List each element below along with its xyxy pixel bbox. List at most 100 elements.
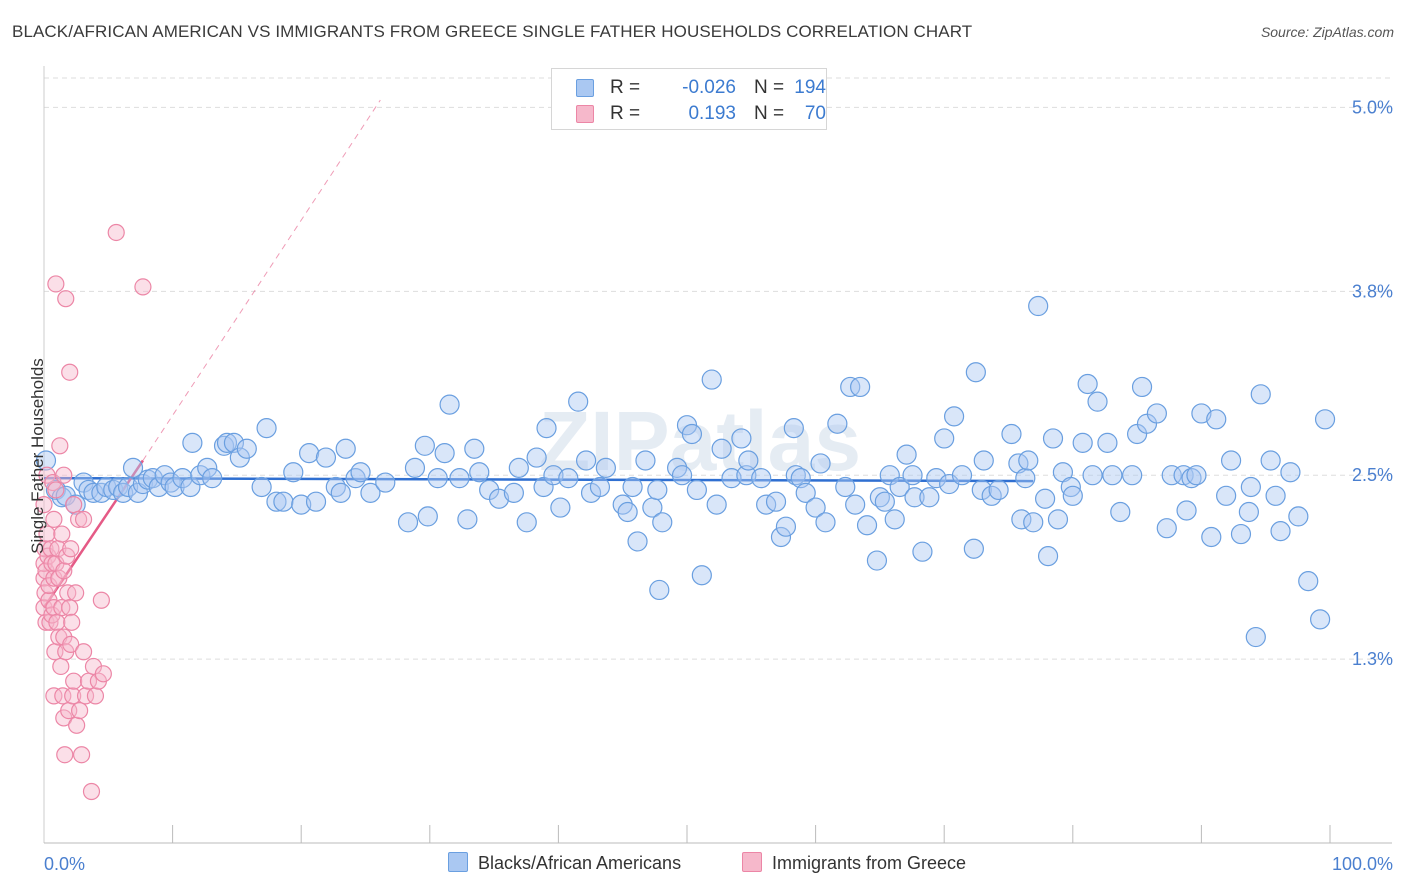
data-point-greece <box>52 657 70 676</box>
data-point-greece <box>65 496 83 514</box>
data-point-blacks <box>299 443 320 464</box>
data-point-blacks <box>1176 500 1197 521</box>
data-point-blacks <box>197 457 218 478</box>
data-point-blacks <box>122 457 144 478</box>
data-point-blacks <box>627 531 648 552</box>
grid-lines <box>44 77 1392 660</box>
data-point-blacks <box>1062 485 1083 506</box>
data-point-blacks <box>1238 501 1259 523</box>
data-point-blacks <box>770 526 792 548</box>
data-point-blacks <box>783 418 804 439</box>
data-point-greece <box>57 290 75 308</box>
data-point-blacks <box>449 468 470 489</box>
data-point-greece <box>107 223 125 242</box>
data-point-greece <box>54 687 72 705</box>
data-point-blacks <box>1245 626 1266 648</box>
data-point-blacks <box>919 487 940 508</box>
bottom-legend-label: Blacks/African Americans <box>478 853 682 873</box>
data-point-greece <box>45 510 63 528</box>
data-point-blacks <box>457 509 478 530</box>
bottom-legend-blacks: Blacks/African Americans <box>448 852 681 874</box>
data-point-blacks <box>543 465 564 486</box>
data-point-blacks <box>866 550 888 571</box>
data-point-blacks <box>236 438 257 459</box>
data-point-blacks <box>691 565 712 586</box>
data-point-blacks <box>1161 465 1182 486</box>
data-point-greece <box>61 599 79 617</box>
y-tick-label: 1.3% <box>1352 649 1393 669</box>
x-tick-label: 100.0% <box>1332 854 1393 874</box>
data-point-greece <box>74 510 93 528</box>
data-point-blacks <box>1240 476 1261 498</box>
data-point-blacks <box>595 457 616 478</box>
legend-r-value: 0.193 <box>688 103 736 124</box>
data-point-blacks <box>439 394 460 415</box>
data-point-blacks <box>635 450 656 471</box>
data-point-blacks <box>1156 518 1177 539</box>
tick-labels: 1.3% 2.5% 3.8% 5.0% 0.0% 100.0% <box>44 97 1393 874</box>
data-point-greece <box>45 687 63 705</box>
data-point-blacks <box>350 462 371 483</box>
data-point-blacks <box>1082 465 1103 486</box>
data-point-greece <box>64 687 82 705</box>
data-point-blacks <box>1131 376 1153 398</box>
data-point-greece <box>55 466 73 484</box>
data-point-greece <box>72 746 91 764</box>
data-point-blacks <box>671 465 693 486</box>
data-point-blacks <box>622 476 643 498</box>
data-point-greece <box>51 437 69 455</box>
data-point-blacks <box>1102 465 1123 486</box>
data-point-blacks <box>1191 403 1212 424</box>
trend-line-greece-extension <box>142 99 381 461</box>
data-point-blacks <box>951 465 973 486</box>
data-point-blacks <box>1072 432 1093 453</box>
data-point-blacks <box>681 423 703 445</box>
data-point-blacks <box>202 468 223 489</box>
data-point-greece <box>62 635 80 653</box>
bottom-legend-greece: Immigrants from Greece <box>742 852 966 874</box>
data-point-greece <box>92 591 110 609</box>
data-point-blacks <box>536 418 557 439</box>
data-point-blacks <box>117 476 139 498</box>
data-point-blacks <box>182 432 203 453</box>
data-point-greece <box>82 782 101 801</box>
data-point-greece <box>55 562 73 580</box>
data-point-blacks <box>1298 571 1319 592</box>
x-tick-label: 0.0% <box>44 854 85 874</box>
data-point-blacks <box>83 482 104 503</box>
data-point-blacks <box>751 468 772 489</box>
data-point-blacks <box>1280 462 1301 483</box>
data-point-blacks <box>1023 512 1044 533</box>
data-point-greece <box>71 701 89 720</box>
bottom-legend-label: Immigrants from Greece <box>772 853 967 873</box>
data-point-blacks <box>647 479 668 501</box>
data-point-blacks <box>1042 428 1064 449</box>
data-point-blacks <box>775 516 797 537</box>
data-point-blacks <box>896 444 917 465</box>
data-point-blacks <box>810 453 831 474</box>
data-point-blacks <box>1265 485 1286 506</box>
data-point-blacks <box>526 447 547 468</box>
data-point-greece <box>76 687 95 705</box>
data-point-greece <box>67 584 85 602</box>
y-tick-label: 3.8% <box>1352 281 1393 301</box>
data-point-blacks <box>965 362 986 383</box>
data-point-blacks <box>148 476 169 498</box>
legend-swatch-blue <box>576 79 594 97</box>
data-point-blacks <box>1220 450 1242 471</box>
data-point-blacks <box>1110 501 1131 523</box>
data-point-blacks <box>469 462 490 483</box>
data-point-blacks <box>1035 488 1056 509</box>
data-point-blacks <box>912 541 933 562</box>
correlation-legend: R = -0.026 N = 194 R = 0.193 N = 70 <box>551 68 827 130</box>
data-point-blacks <box>256 418 277 439</box>
legend-n-label: N = <box>754 77 785 98</box>
data-point-blacks <box>488 488 510 509</box>
data-point-blacks <box>1288 506 1309 527</box>
data-point-blacks <box>889 476 910 498</box>
data-point-blacks <box>180 476 201 498</box>
data-point-blacks <box>738 450 759 471</box>
data-point-blacks <box>652 512 673 533</box>
data-point-greece <box>63 613 81 631</box>
